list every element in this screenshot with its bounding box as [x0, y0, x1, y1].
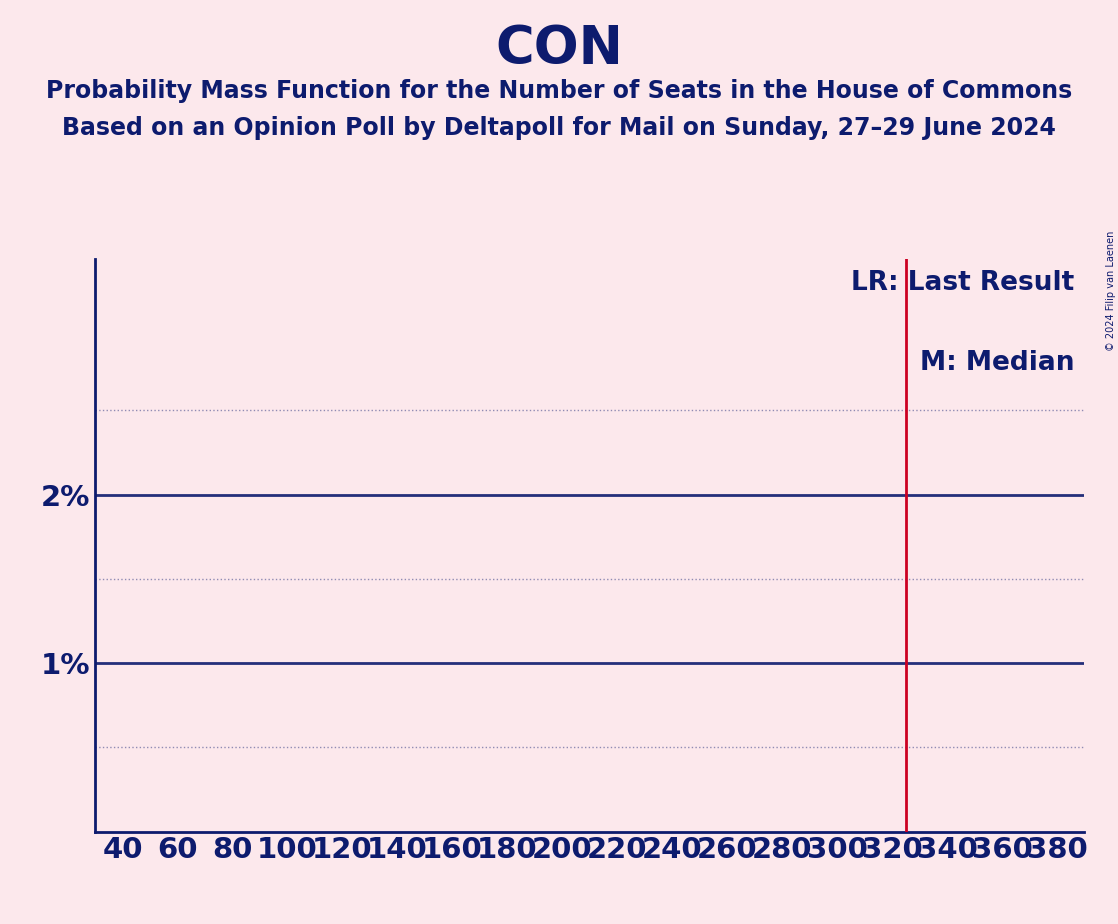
Text: Based on an Opinion Poll by Deltapoll for Mail on Sunday, 27–29 June 2024: Based on an Opinion Poll by Deltapoll fo…	[63, 116, 1055, 140]
Text: © 2024 Filip van Laenen: © 2024 Filip van Laenen	[1106, 231, 1116, 351]
Text: LR: Last Result: LR: Last Result	[851, 270, 1074, 297]
Text: Probability Mass Function for the Number of Seats in the House of Commons: Probability Mass Function for the Number…	[46, 79, 1072, 103]
Text: M: Median: M: Median	[920, 350, 1074, 376]
Text: CON: CON	[495, 23, 623, 75]
